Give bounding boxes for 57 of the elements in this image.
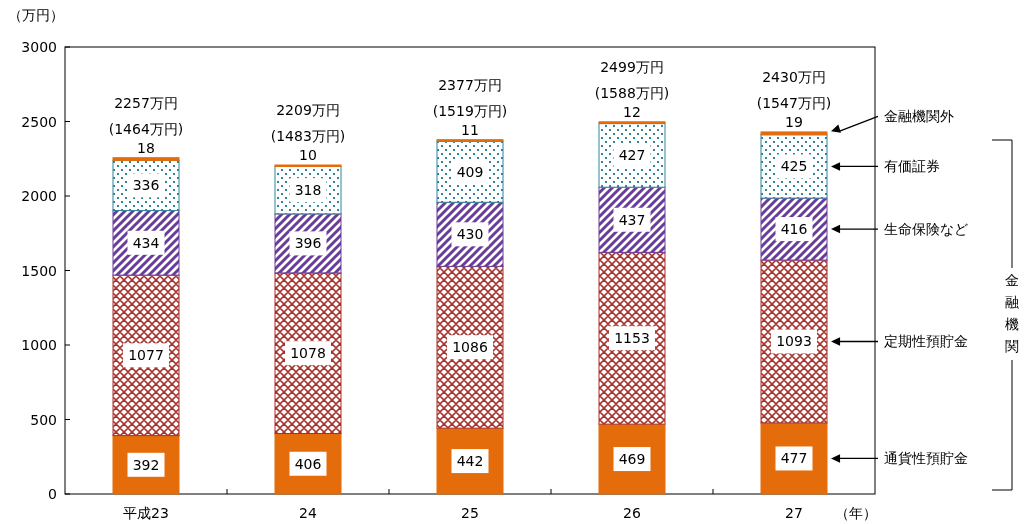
bar [436,265,504,429]
bar [274,272,342,435]
data-label: 1086 [452,339,488,356]
y-tick-label: 500 [30,411,57,428]
total-label: 2499万円 (1588万円) [594,58,670,101]
data-label: 11 [461,121,479,138]
y-tick-label: 1000 [21,337,57,353]
data-label: 10 [299,147,317,164]
data-label: 1153 [614,330,650,347]
bar [112,274,180,437]
data-label: 336 [132,177,160,194]
y-tick-label: 3000 [21,39,57,55]
data-label: 1093 [776,333,812,350]
total-label: 2430万円 (1547万円) [756,68,832,111]
y-tick-label: 2500 [21,113,57,130]
data-label: 425 [780,158,808,175]
y-tick-label: 2000 [21,188,57,204]
x-tick-label: 26 [623,505,641,521]
text: 通貨性預貯金 [884,450,968,467]
data-label: 392 [132,456,160,473]
data-label: 416 [780,221,808,238]
text: 有価証券 [884,158,940,175]
bar [112,157,180,161]
data-label: 12 [623,103,641,120]
data-label: 477 [780,450,808,467]
data-label: 18 [137,139,155,156]
text: 定期性預貯金 [884,333,968,350]
bracket: 金融機関 [991,139,1022,491]
x-tick-label: 25 [461,505,479,521]
x-tick-label: 24 [299,505,317,521]
data-label: 19 [785,113,803,130]
data-label: 1077 [128,347,164,364]
x-axis-title: （年） [835,505,877,521]
y-tick-label: 0 [48,486,57,502]
total-label: 2377万円 (1519万円) [432,76,508,119]
x-tick-label: 平成23 [123,505,169,521]
data-label: 430 [456,226,484,243]
data-label: 469 [618,451,646,468]
text: 生命保険など [884,221,968,238]
total-label: 2257万円 (1464万円) [108,94,184,137]
data-label: 442 [456,453,484,470]
x-tick-label: 27 [785,505,803,521]
total-label: 2209万円 (1483万円) [270,102,346,145]
bar [760,131,828,136]
data-label: 427 [618,147,646,164]
data-label: 434 [132,234,160,251]
data-label: 437 [618,211,646,228]
y-tick-label: 1500 [21,262,57,279]
y-axis-title: （万円） [8,7,64,23]
bar [760,259,828,424]
data-label: 1078 [290,345,326,362]
data-label: 406 [294,455,322,472]
data-label: 409 [456,163,484,180]
data-label: 396 [294,235,322,252]
bar [598,251,666,425]
data-label: 318 [294,182,322,199]
text: 金融機関外 [884,108,954,125]
